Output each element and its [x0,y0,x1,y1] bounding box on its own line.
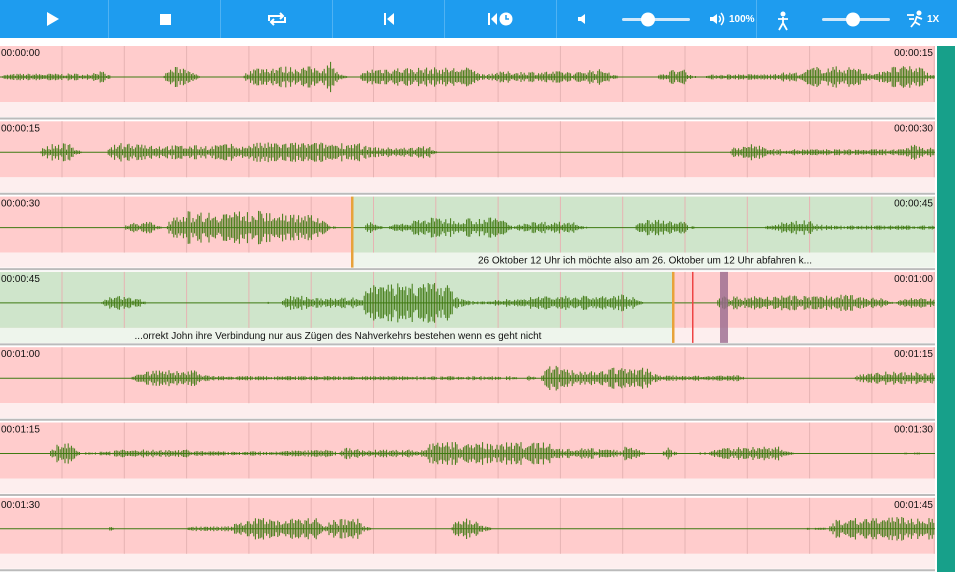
end-time: 00:01:00 [894,274,933,285]
rewind-time-button[interactable] [445,0,557,38]
waveform [0,210,935,245]
scroll-indicator [937,46,955,572]
playhead [692,271,694,343]
segment-boundary [351,196,354,268]
segment-boundary [672,271,675,343]
volume-control[interactable]: 100% [557,0,757,38]
end-time: 00:00:15 [894,48,933,59]
start-time: 00:00:15 [1,123,40,134]
start-time: 00:01:00 [1,349,40,360]
segment-background [0,497,935,554]
start-time: 00:01:30 [1,500,40,511]
speed-control[interactable]: 1X [757,0,957,38]
transcript: 26 Oktober 12 Uhr ich möchte also am 26.… [478,256,812,267]
segment-band [0,478,935,494]
stop-button[interactable] [109,0,221,38]
segment-background [0,422,935,479]
previous-button[interactable] [333,0,445,38]
waveform [0,442,935,465]
end-time: 00:01:30 [894,425,933,436]
selection-marker [720,271,728,343]
segment-band [0,553,935,569]
play-button[interactable] [0,0,109,38]
annotation-band [352,252,935,268]
end-time: 00:00:45 [894,199,933,210]
waveform [0,517,935,541]
waveform [0,365,935,391]
repeat-button[interactable] [221,0,333,38]
annotation-band [0,327,673,343]
start-time: 00:00:45 [1,274,40,285]
start-time: 00:00:00 [1,48,40,59]
toolbar: 100% 1X [0,0,957,38]
end-time: 00:01:45 [894,500,933,511]
segment-background [0,46,935,102]
segment-band [0,403,935,419]
speed-label: 1X [927,14,940,25]
segment-band [0,177,935,193]
end-time: 00:00:30 [894,123,933,134]
end-time: 00:01:15 [894,349,933,360]
waveform [0,142,935,163]
transcript: ...orrekt John ihre Verbindung nur aus Z… [135,331,542,342]
start-time: 00:00:30 [1,199,40,210]
volume-label: 100% [729,14,755,25]
start-time: 00:01:15 [1,425,40,436]
waveform-rows: 00:00:00 00:00:15 00:00:15 00:00:30 00:00:30… [0,46,955,572]
segment-band [0,102,935,117]
waveform [0,61,935,93]
